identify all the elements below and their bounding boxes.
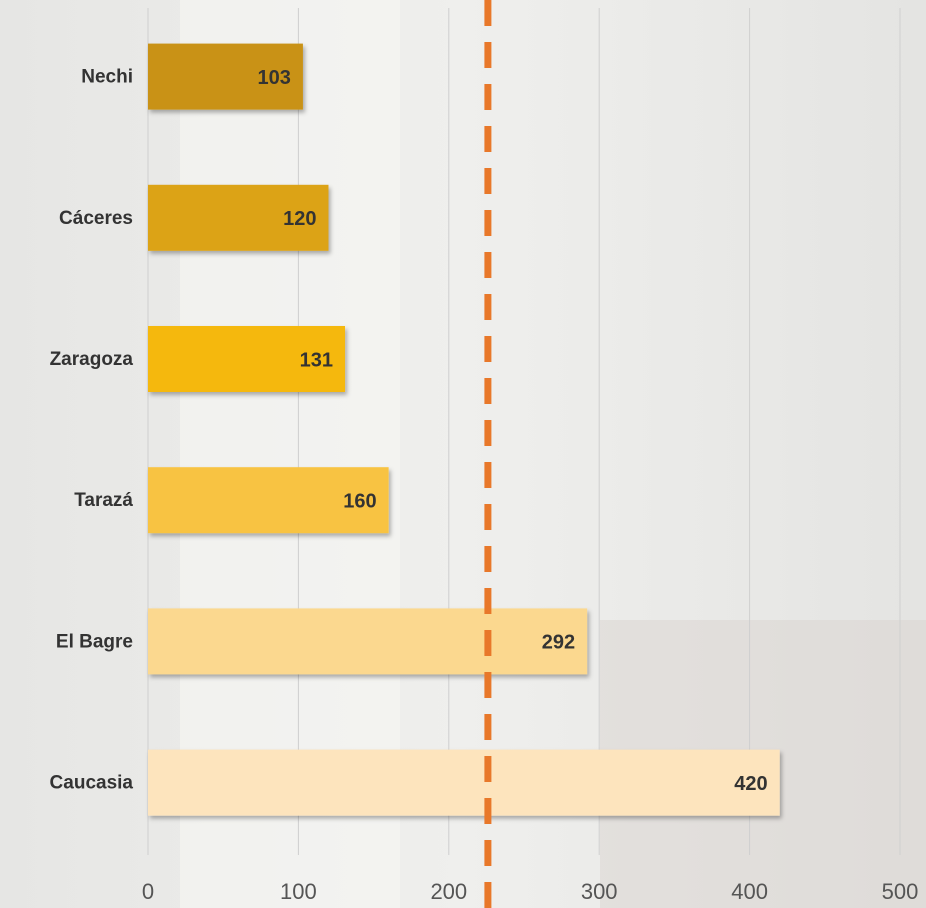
- x-tick-label: 0: [142, 879, 154, 904]
- x-tick-label: 100: [280, 879, 317, 904]
- category-label: Tarazá: [74, 490, 133, 511]
- bar: [148, 467, 389, 534]
- value-label: 160: [343, 490, 376, 512]
- value-label: 292: [542, 632, 575, 654]
- bar: [148, 608, 588, 675]
- category-label: Caucasia: [50, 773, 134, 794]
- category-label: Zaragoza: [50, 349, 134, 370]
- x-tick-label: 400: [731, 879, 768, 904]
- value-label: 103: [258, 67, 291, 89]
- x-tick-label: 500: [882, 879, 919, 904]
- bar: [148, 43, 303, 110]
- category-label: Nechi: [81, 67, 133, 88]
- x-tick-label: 300: [581, 879, 618, 904]
- x-tick-label: 200: [430, 879, 467, 904]
- bar: [148, 184, 329, 251]
- category-label: Cáceres: [59, 208, 133, 229]
- value-label: 420: [734, 773, 767, 795]
- bar: [148, 749, 780, 816]
- value-label: 120: [283, 208, 316, 230]
- category-label: El Bagre: [56, 631, 133, 652]
- bar: [148, 326, 346, 392]
- value-label: 131: [300, 349, 333, 371]
